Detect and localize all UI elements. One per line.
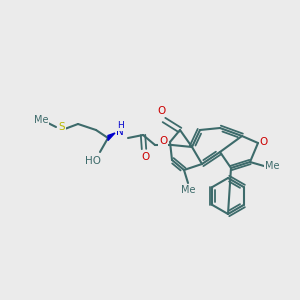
Text: O: O [142,152,150,162]
Text: HO: HO [85,156,101,166]
Text: H: H [117,122,123,130]
Text: Me: Me [181,185,195,195]
Text: N: N [116,127,124,137]
Text: S: S [59,122,65,132]
Text: Me: Me [265,161,279,171]
Text: O: O [157,106,165,116]
Text: O: O [260,137,268,147]
Text: O: O [159,136,167,146]
Text: Me: Me [34,115,48,125]
Polygon shape [108,133,115,140]
